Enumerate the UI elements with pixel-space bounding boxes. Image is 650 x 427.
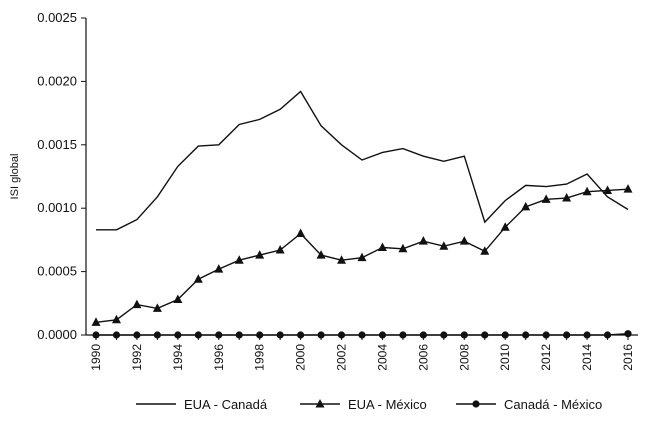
- legend-item: EUA - México: [300, 397, 427, 412]
- x-tick-label: 2016: [621, 344, 635, 371]
- triangle-marker: [521, 201, 531, 211]
- triangle-marker: [439, 241, 449, 250]
- y-tick-label: 0.0025: [37, 10, 77, 25]
- circle-marker: [297, 331, 305, 339]
- triangle-marker: [152, 303, 162, 312]
- triangle-marker: [255, 250, 265, 259]
- circle-marker: [256, 331, 264, 339]
- x-tick-label: 2000: [294, 344, 308, 371]
- circle-marker: [194, 331, 202, 339]
- triangle-marker: [562, 193, 572, 202]
- circle-marker: [133, 331, 141, 339]
- triangle-marker: [480, 246, 490, 255]
- triangle-marker: [623, 184, 633, 193]
- triangle-marker: [234, 255, 244, 264]
- circle-marker: [481, 331, 489, 339]
- x-tick-label: 2008: [457, 344, 471, 371]
- triangle-marker: [500, 222, 510, 231]
- legend-label: Canadá - México: [504, 397, 602, 412]
- triangle-marker: [603, 185, 613, 194]
- circle-marker: [460, 331, 468, 339]
- circle-marker: [276, 331, 284, 339]
- circle-marker: [472, 400, 480, 408]
- triangle-marker: [296, 228, 306, 238]
- circle-marker: [358, 331, 366, 339]
- triangle-marker: [193, 274, 203, 283]
- series-group: [91, 90, 633, 339]
- triangle-marker: [582, 186, 592, 196]
- x-axis-ticks: 1990 1992 1994 1996 1998 2000 2002 2004 2006 2008…: [89, 335, 635, 371]
- x-tick-label: 2012: [539, 344, 553, 371]
- x-tick-label: 1996: [212, 344, 226, 371]
- x-tick-label: 2006: [416, 344, 430, 371]
- y-tick-label: 0.0015: [37, 137, 77, 152]
- legend-item: Canadá - México: [456, 397, 602, 412]
- triangle-marker: [418, 236, 428, 245]
- series-1: [91, 184, 633, 326]
- x-tick-label: 2002: [335, 344, 349, 371]
- series-line: [96, 90, 629, 231]
- circle-marker: [112, 331, 121, 339]
- x-tick-label: 1994: [171, 344, 185, 371]
- circle-marker: [501, 331, 509, 339]
- triangle-marker: [275, 245, 285, 254]
- x-tick-label: 1990: [89, 344, 103, 371]
- legend: EUA - Canadá EUA - México Canadá - México: [136, 397, 602, 412]
- y-tick-label: 0.0005: [37, 264, 77, 279]
- circle-marker: [522, 331, 530, 339]
- y-tick-label: 0.0010: [37, 200, 77, 215]
- circle-marker: [235, 331, 243, 339]
- circle-marker: [624, 330, 632, 338]
- series-0: [96, 90, 629, 231]
- circle-marker: [440, 331, 448, 339]
- x-tick-label: 2014: [580, 344, 594, 371]
- triangle-marker: [541, 194, 551, 203]
- x-tick-label: 2010: [498, 344, 512, 371]
- triangle-marker: [111, 314, 121, 324]
- triangle-marker: [316, 250, 326, 259]
- triangle-marker: [337, 255, 347, 264]
- series-2: [92, 330, 632, 339]
- y-tick-label: 0.0000: [37, 327, 77, 342]
- circle-marker: [583, 331, 591, 339]
- circle-marker: [174, 331, 182, 339]
- triangle-marker: [132, 299, 142, 309]
- triangle-marker: [315, 399, 325, 408]
- legend-label: EUA - México: [348, 397, 427, 412]
- legend-label: EUA - Canadá: [184, 397, 268, 412]
- chart-axes: [85, 18, 638, 336]
- circle-marker: [603, 331, 612, 339]
- y-tick-label: 0.0020: [37, 73, 77, 88]
- triangle-marker: [377, 242, 387, 252]
- circle-marker: [419, 331, 427, 339]
- x-tick-label: 1992: [130, 344, 144, 371]
- triangle-marker: [91, 317, 101, 326]
- circle-marker: [215, 331, 223, 339]
- triangle-marker: [214, 264, 224, 273]
- triangle-marker: [357, 252, 367, 262]
- triangle-marker: [173, 294, 183, 303]
- triangle-marker: [459, 236, 469, 245]
- legend-item: EUA - Canadá: [136, 397, 268, 412]
- circle-marker: [563, 331, 571, 339]
- triangle-marker: [398, 243, 408, 253]
- y-axis-title: ISI global: [9, 154, 21, 200]
- circle-marker: [337, 331, 346, 339]
- x-tick-label: 2004: [375, 344, 389, 371]
- circle-marker: [378, 331, 387, 339]
- circle-marker: [399, 331, 407, 339]
- circle-marker: [542, 331, 550, 339]
- circle-marker: [92, 331, 100, 339]
- y-axis-ticks: 0.0000 0.0005 0.0010 0.0015 0.0020 0.0025: [37, 10, 86, 342]
- circle-marker: [317, 331, 325, 339]
- circle-marker: [153, 331, 161, 339]
- x-tick-label: 1998: [253, 344, 267, 371]
